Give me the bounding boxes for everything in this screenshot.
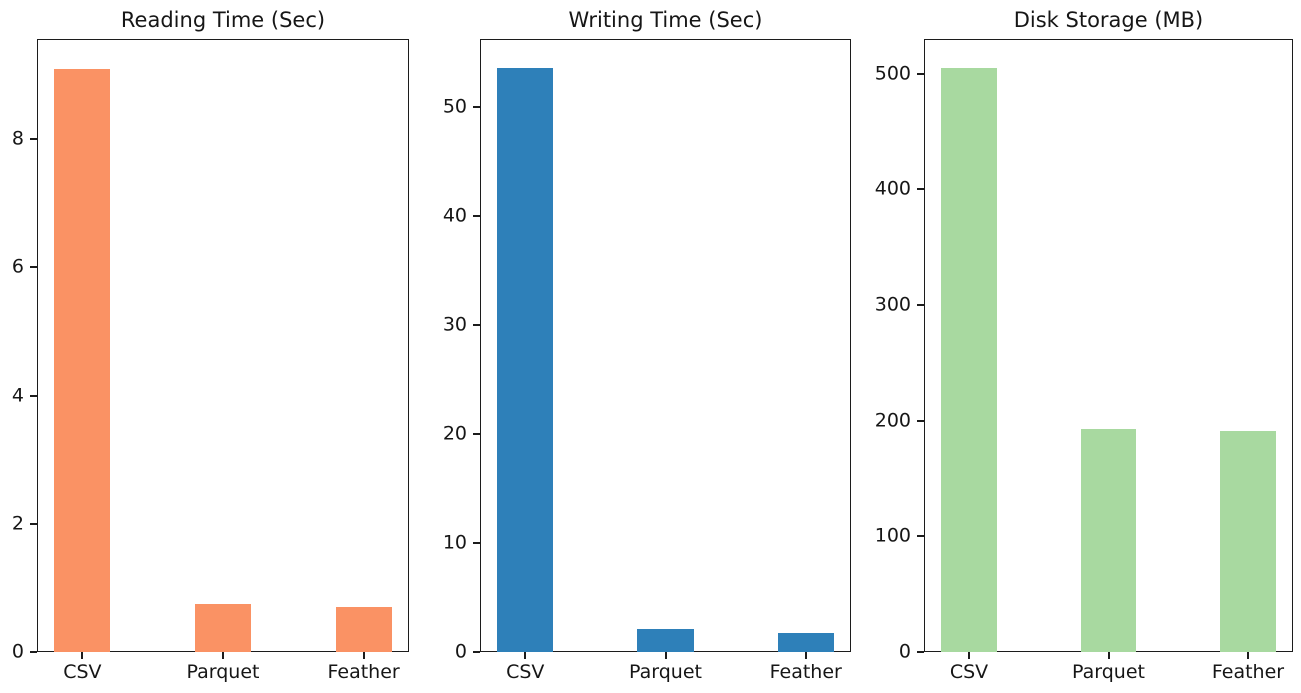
subplot-writing-time: Writing Time (Sec) 0 10 20 30 40 50 CSV Parquet…: [443, 8, 851, 682]
chart-title-writing-time: Writing Time (Sec): [568, 7, 763, 32]
x-tick-mark: [804, 652, 807, 659]
y-tick-label: 20: [442, 422, 467, 445]
y-tick-mark: [917, 535, 924, 538]
x-tick-label-csv: CSV: [949, 661, 989, 683]
x-tick-label-feather: Feather: [769, 661, 842, 683]
x-tick-label-parquet: Parquet: [629, 661, 702, 683]
bar-csv: [497, 68, 554, 652]
x-tick-label-feather: Feather: [327, 661, 400, 683]
y-tick-label: 30: [442, 313, 467, 336]
x-tick-mark: [222, 652, 224, 659]
x-tick-mark: [968, 652, 971, 659]
y-tick-mark: [473, 105, 480, 108]
y-tick-label: 500: [874, 62, 911, 85]
y-tick-mark: [30, 522, 37, 525]
bar-feather: [777, 633, 834, 652]
y-tick-label: 50: [442, 95, 467, 118]
y-tick-mark: [917, 651, 924, 653]
subplot-disk-storage: Disk Storage (MB) 0 100 200 300 400 500 CSV Par…: [875, 8, 1293, 682]
y-tick-label: 400: [874, 177, 911, 200]
y-tick-label: 6: [11, 255, 24, 278]
bar-feather: [335, 607, 392, 652]
x-tick-mark: [81, 652, 84, 659]
bar-feather: [1220, 431, 1276, 652]
y-tick-label: 2: [11, 512, 24, 535]
x-tick-mark: [1246, 652, 1249, 659]
bar-csv: [54, 68, 111, 652]
y-tick-label: 200: [874, 409, 911, 432]
y-tick-mark: [917, 419, 924, 422]
chart-title-reading-time: Reading Time (Sec): [120, 7, 326, 32]
y-tick-mark: [30, 394, 37, 397]
y-tick-mark: [30, 266, 37, 269]
y-tick-mark: [473, 432, 480, 435]
chart-title-disk-storage: Disk Storage (MB): [1013, 7, 1204, 32]
y-tick-label: 4: [11, 384, 24, 406]
y-tick-mark: [30, 138, 37, 141]
y-tick-label: 0: [898, 640, 911, 663]
y-tick-mark: [473, 651, 480, 653]
y-tick-label: 40: [442, 204, 467, 227]
x-tick-label-csv: CSV: [63, 661, 102, 683]
y-tick-mark: [917, 72, 924, 75]
x-tick-label-feather: Feather: [1211, 661, 1285, 683]
x-tick-mark: [1107, 652, 1110, 659]
y-tick-label: 300: [874, 293, 911, 316]
bar-parquet: [1080, 428, 1137, 652]
x-tick-label-parquet: Parquet: [186, 661, 260, 683]
x-tick-label-parquet: Parquet: [1072, 661, 1145, 683]
y-tick-label: 0: [11, 640, 24, 663]
y-tick-label: 8: [11, 127, 24, 150]
bar-parquet: [194, 603, 252, 652]
y-tick-label: 10: [442, 531, 467, 554]
bar-parquet: [637, 629, 694, 652]
y-tick-mark: [473, 541, 480, 544]
y-tick-mark: [30, 651, 37, 653]
y-tick-label: 100: [874, 524, 911, 547]
x-tick-label-csv: CSV: [506, 661, 545, 683]
y-tick-mark: [473, 323, 480, 326]
x-tick-mark: [664, 652, 667, 659]
x-tick-mark: [524, 652, 527, 659]
subplot-reading-time: Reading Time (Sec) 0 2 4 6 8 CSV Parquet Feathe…: [12, 8, 409, 682]
x-tick-mark: [362, 652, 365, 659]
y-tick-label: 0: [454, 640, 467, 663]
y-tick-mark: [473, 214, 480, 217]
bar-csv: [941, 67, 997, 652]
y-tick-mark: [917, 188, 924, 191]
y-tick-mark: [917, 304, 924, 307]
